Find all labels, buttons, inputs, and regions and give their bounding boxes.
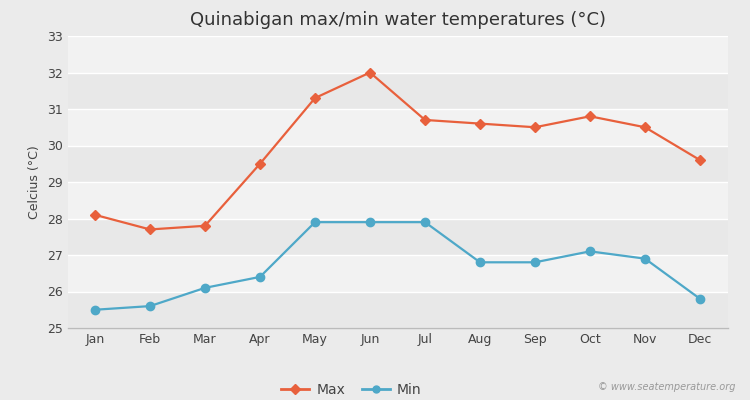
- Text: © www.seatemperature.org: © www.seatemperature.org: [598, 382, 735, 392]
- Bar: [68, 109, 728, 146]
- Bar: [68, 146, 728, 182]
- Title: Quinabigan max/min water temperatures (°C): Quinabigan max/min water temperatures (°…: [190, 11, 605, 29]
- Y-axis label: Celcius (°C): Celcius (°C): [28, 145, 41, 219]
- Bar: [68, 292, 728, 328]
- Bar: [68, 182, 728, 218]
- Bar: [68, 218, 728, 255]
- Bar: [68, 255, 728, 292]
- Bar: [68, 72, 728, 109]
- Bar: [68, 36, 728, 72]
- Legend: Max, Min: Max, Min: [276, 378, 427, 400]
